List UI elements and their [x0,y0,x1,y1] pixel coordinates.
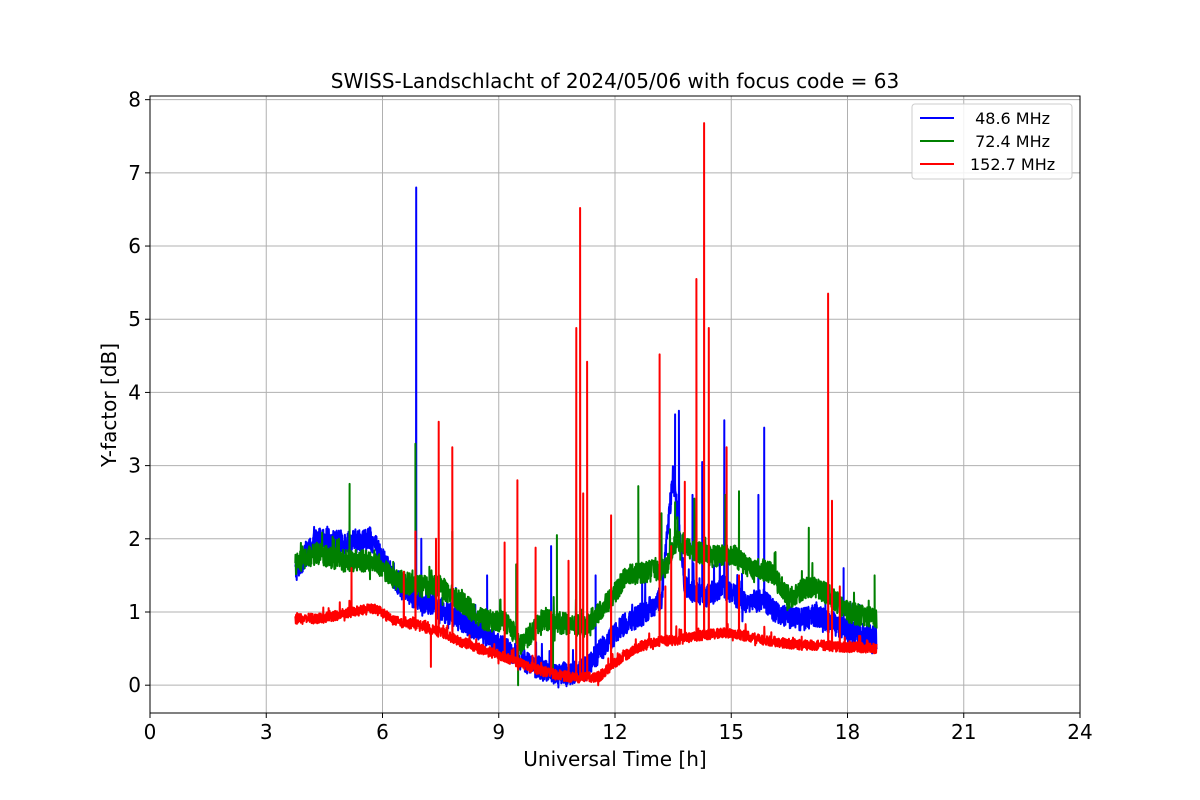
y-tick-label: 5 [128,307,141,331]
y-axis-label: Y-factor [dB] [97,343,121,468]
y-tick-label: 0 [128,673,141,697]
legend-box [911,103,1073,180]
legend-label-0: 48.6 MHz [970,109,1050,128]
legend: 48.6 MHz 72.4 MHz 152.7 MHz [911,103,1073,180]
legend-label-2: 152.7 MHz [970,155,1055,174]
x-tick-label: 6 [376,720,389,744]
x-tick-label: 24 [1067,720,1092,744]
legend-label-1: 72.4 MHz [970,132,1050,151]
series-line-1 [294,442,878,687]
x-tick-label: 15 [719,720,744,744]
x-tick-label: 0 [144,720,157,744]
x-tick-label: 18 [835,720,860,744]
x-axis-label: Universal Time [h] [523,747,706,771]
y-tick-label: 7 [128,161,141,185]
chart-title: SWISS-Landschlacht of 2024/05/06 with fo… [331,69,899,93]
data-series [294,122,878,689]
y-tick-label: 6 [128,234,141,258]
x-tick-label: 21 [951,720,976,744]
y-tick-label: 2 [128,527,141,551]
y-tick-label: 3 [128,454,141,478]
y-tick-label: 8 [128,88,141,112]
y-tick-label: 4 [128,380,141,404]
x-tick-label: 12 [602,720,627,744]
x-tick-label: 3 [260,720,273,744]
x-tick-label: 9 [492,720,505,744]
y-tick-label: 1 [128,600,141,624]
series-line-2 [294,122,878,687]
